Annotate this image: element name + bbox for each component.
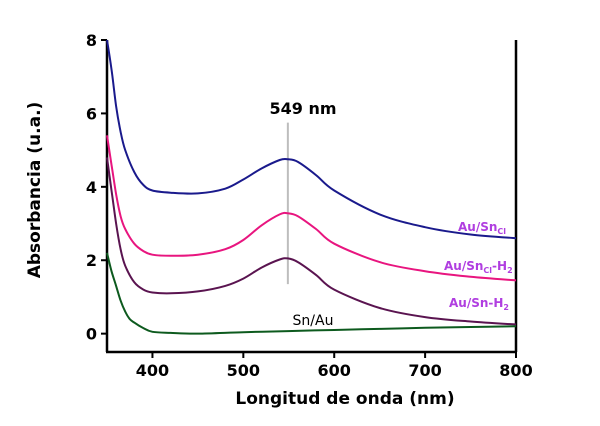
series-line-au-sncl <box>106 39 517 240</box>
y-tick-label: 4 <box>86 178 97 197</box>
x-ticks: 400 500 600 700 800 <box>136 352 533 380</box>
x-tick-label: 600 <box>318 361 351 380</box>
x-tick-label: 500 <box>227 361 260 380</box>
series-line-au-sncl-h2 <box>106 135 517 282</box>
series-label-sn-au: Sn/Au <box>293 313 334 329</box>
peak-annotation: 549 nm <box>269 99 336 118</box>
y-tick-label: 6 <box>86 104 97 123</box>
y-tick-label: 8 <box>86 31 97 50</box>
series-group <box>106 39 517 335</box>
series-line-sn-au <box>106 252 517 335</box>
x-tick-label: 700 <box>408 361 441 380</box>
series-line-au-sn-h2 <box>106 157 517 326</box>
series-label-au-sn-h2: Au/Sn-H2 <box>449 296 509 312</box>
y-ticks: 0 2 4 6 8 <box>86 31 107 344</box>
series-label-au-sncl: Au/SnCl <box>458 220 506 236</box>
x-tick-label: 800 <box>499 361 532 380</box>
y-axis-title: Absorbancia (u.a.) <box>25 102 45 279</box>
y-tick-label: 0 <box>86 325 97 344</box>
y-tick-label: 2 <box>86 251 97 270</box>
x-axis-title: Longitud de onda (nm) <box>235 389 454 409</box>
x-tick-label: 400 <box>136 361 169 380</box>
series-label-au-sncl-h2: Au/SnCl-H2 <box>444 259 513 275</box>
